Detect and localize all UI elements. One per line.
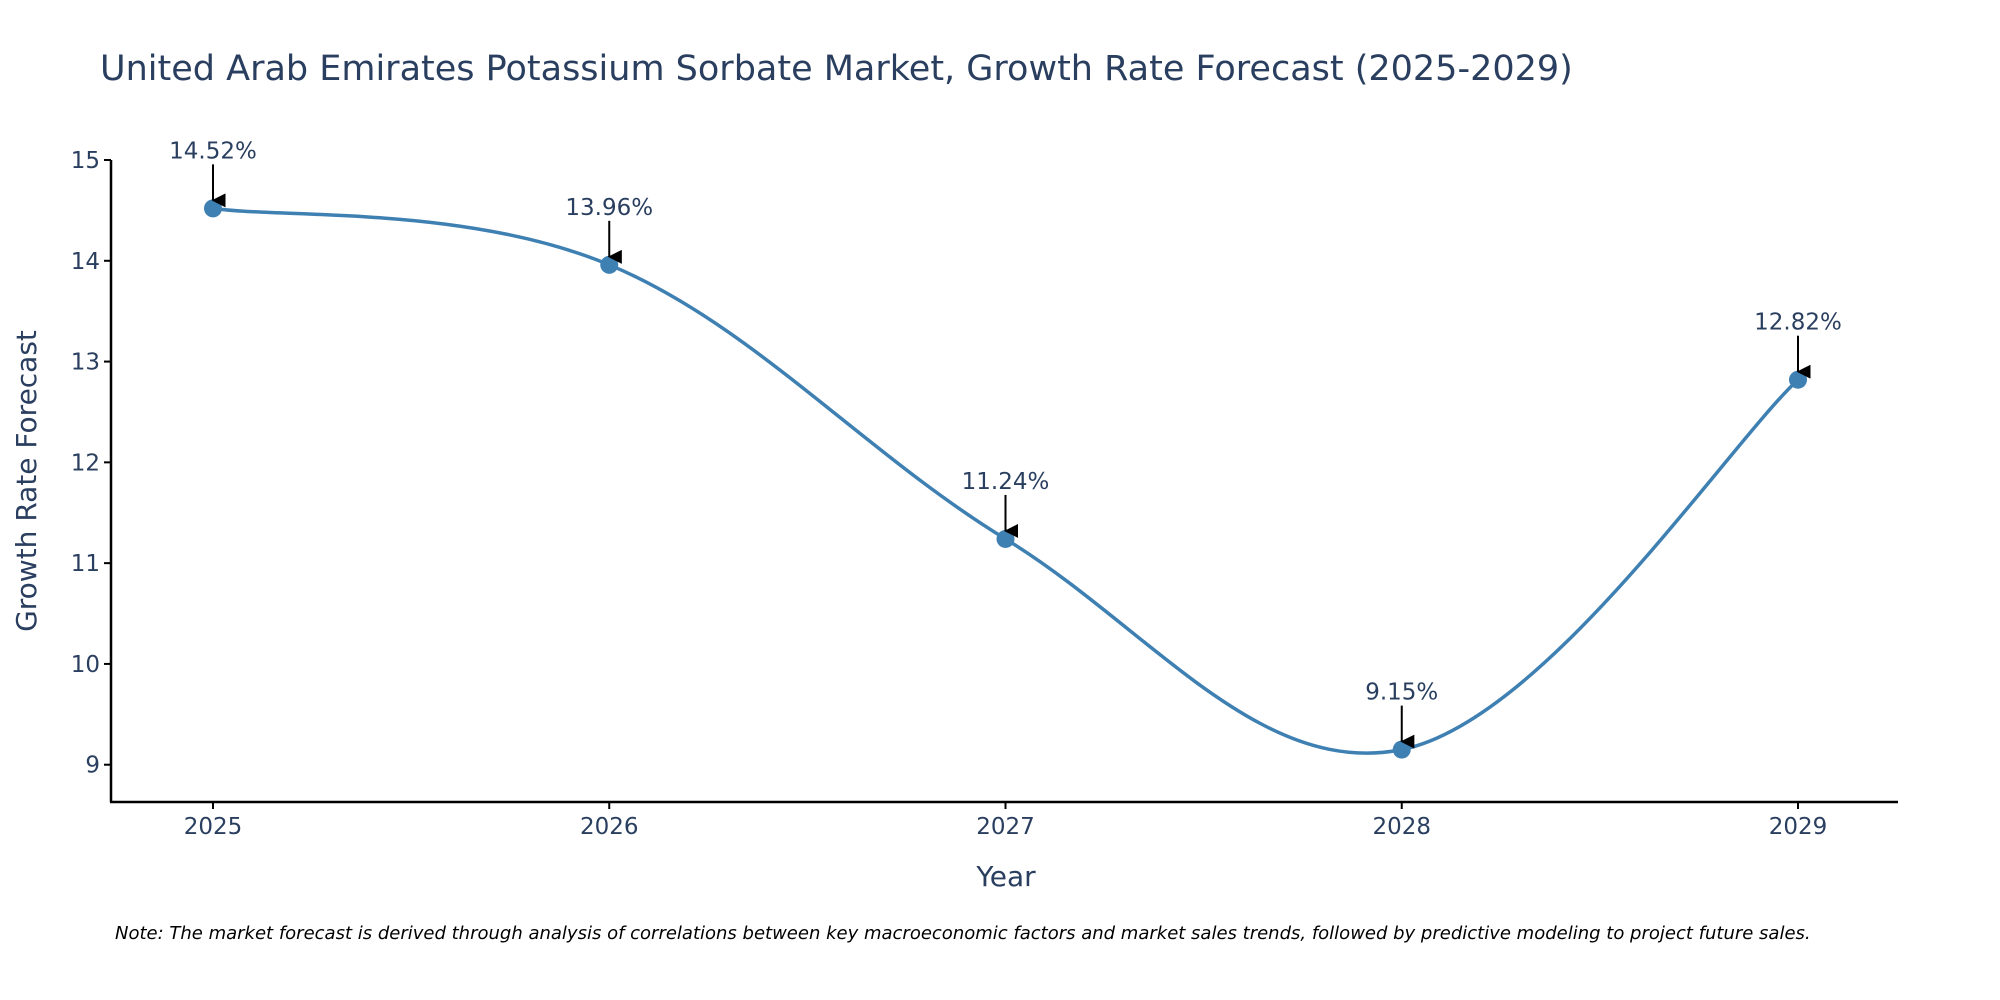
chart-title: United Arab Emirates Potassium Sorbate M… [100, 49, 1573, 89]
data-point-2027 [996, 529, 1015, 548]
series-line-growth-rate [212, 206, 1800, 755]
y-tick-label: 14 [71, 249, 100, 275]
data-point-2028 [1392, 740, 1411, 759]
data-label-2028: 9.15% [1365, 680, 1438, 706]
x-tick-label: 2028 [1372, 814, 1431, 840]
y-tick-label: 13 [71, 350, 100, 376]
x-tick-label: 2027 [976, 814, 1035, 840]
y-ticks: 9 10 11 12 13 14 15 [71, 148, 111, 779]
x-tick-label: 2025 [184, 814, 243, 840]
data-label-2029: 12.82% [1754, 310, 1842, 336]
y-tick-label: 9 [85, 753, 100, 779]
chart-note: Note: The market forecast is derived thr… [115, 923, 1811, 944]
y-tick-label: 10 [71, 652, 100, 678]
data-annotations: 14.52% 13.96% 11.24% 9.15% 12.82% [169, 138, 1842, 749]
x-ticks: 2025 2026 2027 2028 2029 [184, 802, 1828, 840]
data-label-2027: 11.24% [962, 469, 1050, 495]
x-tick-label: 2029 [1769, 814, 1828, 840]
data-label-2025: 14.52% [169, 138, 257, 164]
data-point-2029 [1789, 370, 1807, 389]
x-tick-label: 2026 [580, 814, 639, 840]
axes [109, 160, 1898, 804]
data-label-2026: 13.96% [565, 195, 653, 221]
y-axis-title: Growth Rate Forecast [10, 330, 43, 632]
data-point-2026 [600, 255, 619, 274]
x-axis-title: Year [975, 860, 1036, 893]
data-point-2025 [204, 199, 222, 218]
y-tick-label: 11 [71, 551, 100, 577]
y-tick-label: 15 [71, 148, 100, 174]
y-tick-label: 12 [71, 450, 100, 476]
